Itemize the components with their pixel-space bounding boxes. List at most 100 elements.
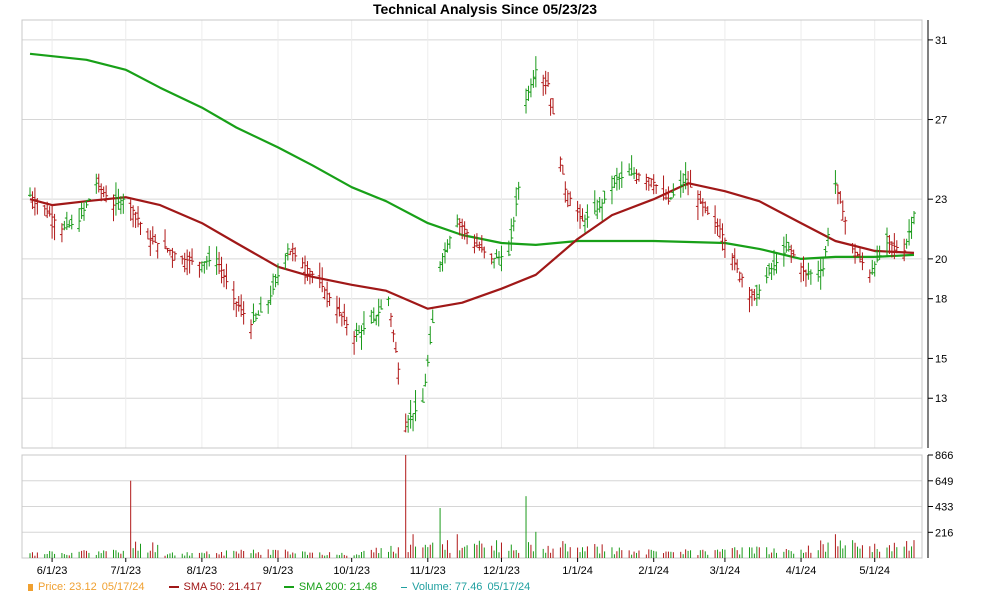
price-bar — [826, 227, 831, 247]
price-bar — [543, 70, 548, 95]
price-bar — [371, 307, 376, 323]
price-bar — [548, 98, 553, 116]
price-bar — [752, 288, 757, 301]
price-bar — [413, 390, 418, 422]
x-tick-label: 5/1/24 — [859, 565, 890, 577]
x-tick-label: 3/1/24 — [710, 565, 741, 577]
price-bar — [285, 243, 290, 261]
price-bar — [334, 295, 339, 324]
price-bar — [202, 261, 207, 274]
price-bar — [150, 226, 155, 245]
price-bar — [489, 253, 494, 265]
price-bar — [64, 211, 69, 230]
price-bar — [609, 175, 614, 205]
price-bar — [45, 201, 50, 219]
price-bar — [678, 170, 683, 198]
price-bar — [612, 175, 617, 189]
price-bar — [867, 269, 872, 283]
price-bar — [185, 249, 190, 276]
price-bar — [720, 223, 725, 251]
price-bar — [258, 296, 263, 313]
price-bar — [786, 241, 791, 252]
price-bar — [457, 218, 462, 236]
price-bar — [136, 206, 141, 228]
price-bar — [509, 218, 514, 251]
price-bar — [236, 296, 241, 312]
volume-series — [29, 455, 915, 558]
price-bar — [580, 208, 585, 222]
price-bar — [730, 253, 735, 271]
price-bar — [221, 269, 226, 288]
legend-price-date: 05/17/24 — [101, 581, 145, 593]
price-bar — [310, 271, 315, 284]
price-bar — [339, 313, 344, 327]
price-bar — [374, 315, 379, 326]
price-bar — [271, 273, 276, 295]
price-bar — [182, 252, 187, 273]
price-bar — [482, 246, 487, 259]
price-bar — [636, 172, 641, 182]
price-bar — [735, 259, 740, 273]
price-bar — [42, 204, 47, 216]
price-bar — [28, 187, 32, 197]
price-bar — [597, 197, 602, 213]
price-bar — [823, 245, 828, 258]
price-bar — [219, 256, 224, 284]
price-bar — [853, 243, 858, 264]
price-bar — [283, 253, 288, 270]
price-bar — [632, 167, 637, 180]
price-bar — [909, 216, 914, 239]
price-bar — [492, 257, 497, 269]
price-bar — [305, 261, 310, 281]
price-bar — [902, 238, 907, 262]
price-bar — [904, 238, 909, 249]
price-bar — [563, 181, 568, 203]
price-bar — [165, 247, 170, 253]
price-bar — [747, 286, 752, 313]
price-bar — [850, 243, 855, 254]
price-bar — [197, 261, 202, 278]
price-bar — [84, 200, 89, 208]
price-bar — [217, 251, 222, 275]
price-bar — [666, 186, 671, 205]
price-bar — [180, 255, 185, 265]
price-bar — [651, 174, 656, 195]
price-bar — [153, 234, 158, 243]
sma50-series — [29, 182, 915, 310]
price-bar — [546, 71, 551, 87]
price-tick-label: 27 — [935, 115, 947, 127]
price-bar — [118, 196, 123, 215]
price-bar — [204, 255, 209, 270]
price-bar — [649, 178, 654, 188]
price-bar — [396, 362, 401, 385]
price-legend-swatch — [28, 583, 33, 591]
price-bar — [516, 181, 521, 200]
sma50-legend-swatch — [168, 586, 179, 588]
price-bar — [722, 237, 727, 258]
price-bar — [50, 203, 55, 239]
price-bar — [887, 235, 892, 254]
price-bar — [327, 292, 332, 307]
price-bar — [234, 301, 239, 318]
price-bar — [290, 242, 295, 262]
price-bar — [833, 170, 838, 195]
price-bar — [199, 261, 204, 273]
price-bar — [840, 200, 845, 221]
price-bar — [276, 263, 281, 286]
price-bar — [718, 218, 723, 239]
price-bar — [425, 354, 430, 367]
price-bar — [855, 251, 860, 257]
price-tick-label: 23 — [935, 194, 947, 206]
price-bar — [801, 256, 806, 282]
price-bar — [799, 262, 804, 283]
legend-sma200: SMA 200: 21.48 — [283, 581, 377, 593]
price-bar — [344, 316, 349, 336]
price-bar — [479, 235, 484, 253]
price-bar — [59, 223, 64, 243]
price-bar — [379, 299, 384, 310]
price-bar — [428, 326, 433, 345]
volume-tick-label: 216 — [935, 527, 953, 539]
price-bar — [241, 301, 246, 325]
price-bar — [565, 190, 570, 208]
price-bar — [133, 211, 138, 228]
